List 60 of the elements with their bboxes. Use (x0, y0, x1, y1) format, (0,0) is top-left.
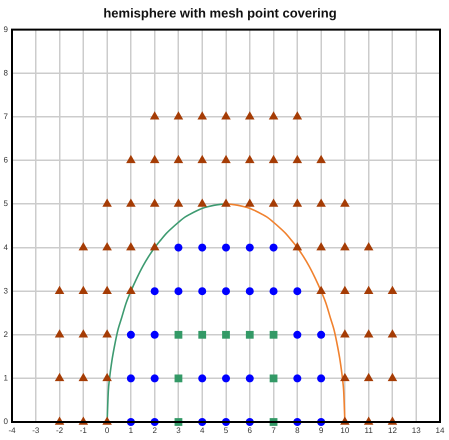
x-tick-label: 14 (436, 426, 445, 436)
point (270, 374, 278, 382)
point (246, 287, 254, 296)
x-tick-label: 6 (248, 426, 253, 436)
point (293, 287, 302, 296)
x-tick-label: 2 (152, 426, 158, 436)
y-tick-label: 8 (4, 68, 9, 78)
point (270, 244, 278, 252)
point (246, 374, 254, 382)
x-tick-label: -1 (80, 426, 88, 436)
point (222, 374, 230, 382)
x-tick-label: 13 (412, 426, 422, 436)
x-tick-label: 0 (104, 426, 110, 436)
x-tick-label: 4 (200, 426, 205, 436)
y-tick-label: 7 (4, 112, 9, 122)
point (198, 287, 206, 296)
y-tick-label: 5 (4, 199, 9, 208)
y-tick-label: 1 (4, 374, 9, 383)
x-tick-label: 1 (128, 426, 134, 436)
point (246, 330, 254, 339)
y-tick-label: 9 (4, 24, 9, 34)
point (222, 330, 230, 339)
point (174, 374, 182, 382)
y-tick-label: 3 (4, 286, 9, 296)
x-tick-label: 12 (388, 426, 398, 436)
x-tick-label: -2 (56, 426, 64, 436)
point (174, 287, 182, 296)
point (270, 330, 278, 339)
point (174, 244, 182, 252)
y-tick-label: 4 (4, 242, 9, 252)
x-tick-label: -3 (32, 426, 40, 436)
point (174, 330, 182, 339)
point (293, 330, 302, 339)
x-tick-label: 3 (176, 426, 182, 436)
point (126, 330, 135, 339)
y-tick-label: 6 (4, 156, 9, 165)
point (126, 374, 135, 382)
x-tick-label: 8 (295, 426, 300, 436)
x-tick-label: 10 (340, 426, 350, 436)
point (317, 330, 326, 339)
x-tick-label: 5 (224, 426, 229, 436)
chart-title: hemisphere with mesh point covering (103, 5, 337, 20)
point (293, 374, 302, 382)
point (198, 330, 206, 339)
x-tick-label: 11 (364, 426, 374, 436)
x-tick-label: 7 (271, 426, 276, 436)
point (222, 244, 230, 252)
point (150, 330, 159, 339)
point (150, 287, 159, 296)
point (246, 244, 254, 252)
y-tick-label: 0 (4, 417, 9, 426)
point (150, 374, 159, 382)
point (317, 374, 326, 382)
x-tick-label: -4 (8, 426, 16, 436)
x-tick-label: 9 (318, 426, 324, 436)
point (198, 244, 206, 252)
y-tick-label: 2 (4, 330, 9, 340)
point (222, 287, 230, 296)
point (198, 374, 206, 382)
point (270, 287, 278, 296)
